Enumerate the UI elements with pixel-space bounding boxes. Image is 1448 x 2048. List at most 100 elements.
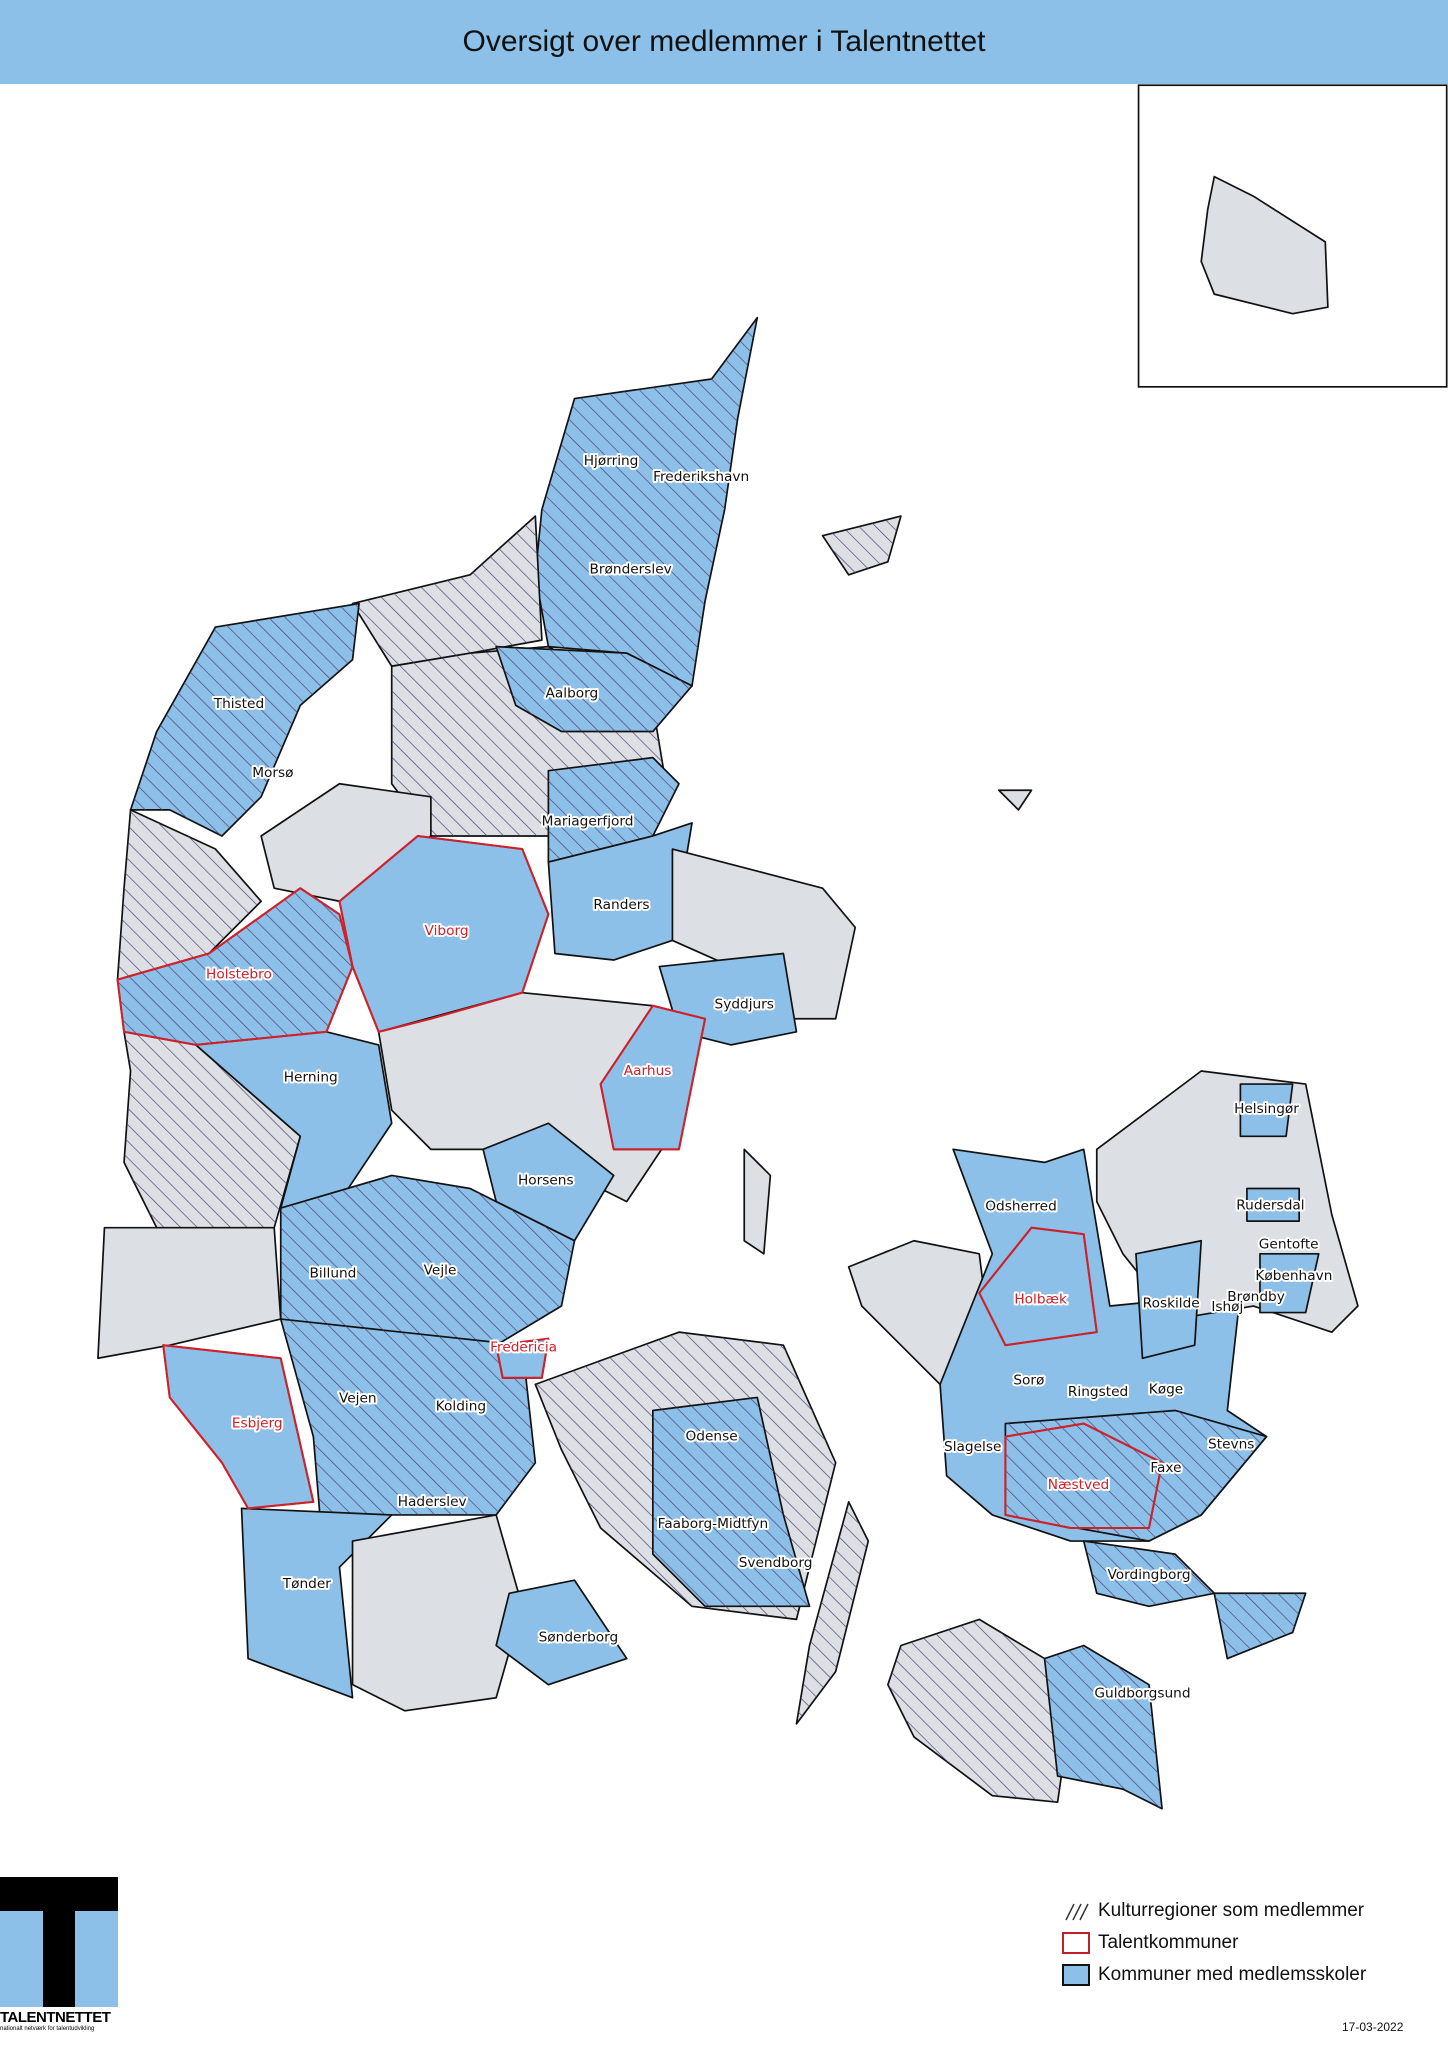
talent-outline-holbaek [978, 1226, 1098, 1347]
municipality-label: Viborg [425, 923, 469, 939]
legend-item-talentkommuner: Talentkommuner [1062, 1927, 1366, 1959]
legend-label: Kommuner med medlemsskoler [1098, 1964, 1367, 1985]
municipality-label: Kolding [436, 1398, 486, 1414]
legend: Kulturregioner som medlemmer Talentkommu… [1062, 1895, 1366, 1991]
legend-label: Kulturregioner som medlemmer [1098, 1900, 1365, 1921]
hatch-funen-members [652, 1397, 810, 1607]
hatch-lemvig [117, 809, 262, 980]
municipality-label: Rudersdal [1236, 1197, 1304, 1213]
municipality-label: Randers [593, 897, 649, 913]
municipality-label: Ringsted [1068, 1384, 1128, 1400]
hatch-mariagerfjord [548, 757, 679, 863]
municipality-label: Odense [686, 1429, 738, 1445]
municipality-label: Herning [284, 1069, 338, 1085]
region-samso [743, 1148, 772, 1255]
talent-outline-aarhus [599, 1004, 707, 1151]
municipality-label: Haderslev [398, 1494, 467, 1510]
hatch-naestved [1005, 1423, 1163, 1528]
municipality-label: Gentofte [1259, 1237, 1319, 1253]
talent-outline-viborg [338, 834, 550, 1033]
municipality-label: Brønderslev [590, 562, 672, 578]
bornholm-inset-frame [1137, 84, 1448, 388]
municipality-label: Frederikshavn [653, 469, 749, 485]
hatch-aalborg [496, 646, 693, 732]
hatch-lolland [887, 1619, 1071, 1803]
region-kobenhavn [1259, 1252, 1320, 1314]
municipality-label: Sorø [1013, 1372, 1044, 1388]
talent-outline-fredericia [495, 1337, 550, 1379]
municipality-label: Thisted [213, 696, 264, 712]
hatch-ringkobing [124, 1031, 301, 1254]
municipality-label: Hjørring [584, 453, 639, 469]
map-title: Oversigt over medlemmer i Talentnettet [462, 25, 986, 58]
hatch-symbol-icon [1065, 1903, 1089, 1921]
talent-outline-esbjerg [162, 1344, 315, 1510]
region-rudersdal [1246, 1187, 1301, 1223]
municipality-label: Aarhus [624, 1063, 672, 1079]
municipality-label: Holbæk [1014, 1291, 1067, 1307]
municipality-label: Faaborg-Midtfyn [658, 1516, 769, 1532]
talentnettet-logo: TALENTNETTET nationalt netværk for talen… [0, 1877, 118, 2032]
municipality-label: Helsingør [1234, 1101, 1299, 1117]
logo-tagline: nationalt netværk for talentudvikling [0, 2026, 95, 2032]
region-anholt [997, 789, 1033, 811]
region-roskilde [1135, 1239, 1203, 1360]
region-djursland [671, 848, 857, 1020]
municipality-label: Brøndby [1227, 1289, 1285, 1305]
municipality-label: Fredericia [490, 1340, 557, 1356]
red-outline-symbol-icon [1062, 1932, 1090, 1954]
municipality-label: Vejen [339, 1391, 377, 1407]
hatch-mon [1214, 1593, 1306, 1659]
legend-item-kulturregioner: Kulturregioner som medlemmer [1062, 1895, 1366, 1927]
hatch-thy [130, 603, 360, 836]
hatch-vendsyssel [535, 317, 758, 686]
hatch-vordingborg [1083, 1541, 1215, 1607]
municipality-label: Stevns [1208, 1436, 1254, 1452]
municipality-label: Horsens [518, 1173, 574, 1189]
municipality-label: Morsø [252, 765, 293, 781]
municipality-label: Køge [1149, 1382, 1183, 1398]
region-sonderborg [495, 1579, 628, 1686]
municipality-label: Sønderborg [539, 1630, 619, 1646]
region-bornholm [1200, 175, 1329, 315]
region-herning [195, 1030, 393, 1209]
legend-item-medlemsskoler: Kommuner med medlemsskoler [1062, 1959, 1366, 1991]
hatch-holstebro [117, 888, 353, 1045]
map-date: 17-03-2022 [1342, 2020, 1404, 2034]
logo-t-mark [0, 1877, 118, 2007]
region-skive [260, 782, 432, 903]
hatch-vejle-billund [280, 1175, 575, 1346]
municipality-label: Svendborg [739, 1555, 813, 1571]
municipality-label: Syddjurs [715, 996, 774, 1012]
municipality-label: Tønder [282, 1576, 332, 1592]
region-tonder [240, 1507, 393, 1699]
region-aabenraa [351, 1514, 524, 1712]
logo-name: TALENTNETTET [0, 2009, 111, 2026]
municipality-label: Vejle [424, 1263, 457, 1279]
region-varde [97, 1226, 282, 1360]
municipality-label: Mariagerfjord [542, 814, 634, 830]
municipality-label: Vordingborg [1107, 1567, 1190, 1583]
municipality-label: Ishøj [1211, 1299, 1243, 1315]
municipality-label: København [1255, 1268, 1332, 1284]
talent-outline-naestved [1004, 1422, 1164, 1530]
municipality-label: Holstebro [206, 966, 272, 982]
municipality-label: Billund [310, 1265, 357, 1281]
legend-label: Talentkommuner [1098, 1932, 1239, 1953]
municipality-label: Esbjerg [232, 1415, 283, 1431]
municipality-label: Roskilde [1143, 1295, 1200, 1311]
municipality-label: Guldborgsund [1094, 1686, 1190, 1702]
hatch-laeso [822, 516, 901, 575]
municipality-label: Slagelse [944, 1439, 1001, 1455]
municipality-label: Faxe [1150, 1460, 1181, 1476]
hatch-vejen-kolding [280, 1319, 536, 1515]
hatch-falster [1044, 1645, 1163, 1809]
region-helsingor [1239, 1083, 1294, 1138]
municipality-label: Aalborg [546, 686, 599, 702]
talent-outline-holstebro [116, 887, 354, 1046]
municipality-label: Næstved [1048, 1477, 1109, 1493]
hatch-langeland [796, 1501, 869, 1724]
hatch-han-herred [352, 516, 542, 667]
municipality-label: Odsherred [985, 1199, 1057, 1215]
